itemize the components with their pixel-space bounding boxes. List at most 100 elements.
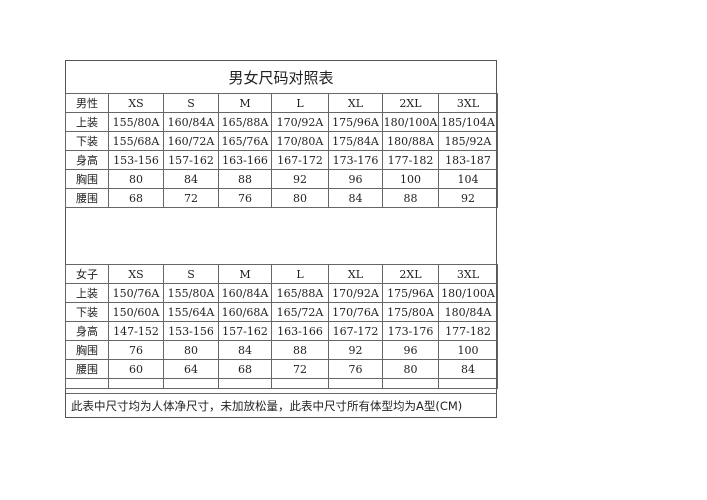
table-cell: 84 <box>328 188 383 208</box>
table-cell: 100 <box>382 169 439 189</box>
row-label: 身高 <box>65 150 109 170</box>
table-cell: 100 <box>438 340 498 360</box>
table-cell: 80 <box>108 169 164 189</box>
table-cell: 155/80A <box>108 112 164 132</box>
women-size-table: 女子 XS S M L XL 2XL 3XL 上装 150/76A 155/80A 160/84A 16… <box>65 264 498 389</box>
table-cell: 84 <box>218 340 272 360</box>
table-cell: 170/80A <box>271 131 329 151</box>
table-cell: 68 <box>108 188 164 208</box>
table-row: 胸围 76 80 84 88 92 96 100 <box>65 340 498 360</box>
table-cell: 160/84A <box>218 283 272 303</box>
table-cell: 173-176 <box>382 321 439 341</box>
table-cell: 60 <box>108 359 164 379</box>
table-cell: 72 <box>271 359 329 379</box>
row-label: 胸围 <box>65 169 109 189</box>
table-cell: 180/88A <box>382 131 439 151</box>
table-cell: 150/76A <box>108 283 164 303</box>
table-cell: 153-156 <box>163 321 219 341</box>
table-cell: 170/92A <box>328 283 383 303</box>
table-row: 上装 155/80A 160/84A 165/88A 170/92A 175/96A 180… <box>65 112 498 132</box>
size-header: 3XL <box>438 93 498 113</box>
table-cell: 160/68A <box>218 302 272 322</box>
table-cell: 64 <box>163 359 219 379</box>
men-size-table: 男性 XS S M L XL 2XL 3XL 上装 155/80A 160/84A 165/88A 17… <box>65 93 498 208</box>
table-cell: 175/84A <box>328 131 383 151</box>
table-cell: 88 <box>271 340 329 360</box>
table-cell: 167-172 <box>271 150 329 170</box>
table-cell: 155/64A <box>163 302 219 322</box>
size-header: XL <box>328 264 383 284</box>
group-label: 男性 <box>65 93 109 113</box>
table-cell: 180/84A <box>438 302 498 322</box>
table-cell: 170/92A <box>271 112 329 132</box>
table-cell: 175/96A <box>382 283 439 303</box>
empty-cell <box>271 378 329 389</box>
table-cell: 165/88A <box>218 112 272 132</box>
row-label: 上装 <box>65 283 109 303</box>
empty-cell <box>382 378 439 389</box>
row-label: 下装 <box>65 131 109 151</box>
table-cell: 76 <box>218 188 272 208</box>
table-cell: 68 <box>218 359 272 379</box>
size-header: M <box>218 264 272 284</box>
table-row: 下装 150/60A 155/64A 160/68A 165/72A 170/76A 175… <box>65 302 498 322</box>
table-cell: 177-182 <box>382 150 439 170</box>
table-row: 下装 155/68A 160/72A 165/76A 170/80A 175/84A 180… <box>65 131 498 151</box>
table-cell: 183-187 <box>438 150 498 170</box>
table-cell: 167-172 <box>328 321 383 341</box>
table-cell: 80 <box>271 188 329 208</box>
row-label: 腰围 <box>65 359 109 379</box>
table-cell: 157-162 <box>163 150 219 170</box>
group-label: 女子 <box>65 264 109 284</box>
table-cell: 165/88A <box>271 283 329 303</box>
table-cell: 92 <box>438 188 498 208</box>
table-cell: 160/72A <box>163 131 219 151</box>
table-cell: 163-166 <box>218 150 272 170</box>
size-header: 3XL <box>438 264 498 284</box>
table-cell: 153-156 <box>108 150 164 170</box>
table-cell: 175/96A <box>328 112 383 132</box>
chart-title: 男女尺码对照表 <box>66 61 496 94</box>
table-row: 身高 147-152 153-156 157-162 163-166 167-172 173… <box>65 321 498 341</box>
empty-cell <box>163 378 219 389</box>
size-header: S <box>163 93 219 113</box>
table-cell: 173-176 <box>328 150 383 170</box>
row-label: 胸围 <box>65 340 109 360</box>
table-cell: 88 <box>218 169 272 189</box>
empty-row <box>65 378 498 389</box>
table-cell: 165/76A <box>218 131 272 151</box>
table-row: 腰围 60 64 68 72 76 80 84 <box>65 359 498 379</box>
table-row: 腰围 68 72 76 80 84 88 92 <box>65 188 498 208</box>
table-cell: 80 <box>382 359 439 379</box>
table-cell: 180/100A <box>438 283 498 303</box>
table-cell: 92 <box>271 169 329 189</box>
row-label: 上装 <box>65 112 109 132</box>
table-cell: 88 <box>382 188 439 208</box>
table-cell: 155/80A <box>163 283 219 303</box>
table-cell: 175/80A <box>382 302 439 322</box>
table-cell: 157-162 <box>218 321 272 341</box>
table-cell: 104 <box>438 169 498 189</box>
empty-cell <box>438 378 498 389</box>
table-cell: 163-166 <box>271 321 329 341</box>
table-cell: 177-182 <box>438 321 498 341</box>
size-header: M <box>218 93 272 113</box>
table-cell: 84 <box>438 359 498 379</box>
table-cell: 76 <box>108 340 164 360</box>
table-cell: 180/100A <box>382 112 439 132</box>
size-chart: 男女尺码对照表 男性 XS S M L XL 2XL 3XL 上装 155/80A 160/84A 1… <box>65 60 498 418</box>
table-cell: 185/104A <box>438 112 498 132</box>
empty-cell <box>328 378 383 389</box>
footer-note: 此表中尺寸均为人体净尺寸，未加放松量，此表中尺寸所有体型均为A型(CM) <box>66 393 496 417</box>
size-header: XS <box>108 93 164 113</box>
table-cell: 92 <box>328 340 383 360</box>
table-cell: 155/68A <box>108 131 164 151</box>
table-cell: 76 <box>328 359 383 379</box>
table-cell: 72 <box>163 188 219 208</box>
table-cell: 84 <box>163 169 219 189</box>
table-row: 身高 153-156 157-162 163-166 167-172 173-176 177… <box>65 150 498 170</box>
size-header: L <box>271 264 329 284</box>
table-cell: 170/76A <box>328 302 383 322</box>
size-header: L <box>271 93 329 113</box>
table-cell: 96 <box>328 169 383 189</box>
